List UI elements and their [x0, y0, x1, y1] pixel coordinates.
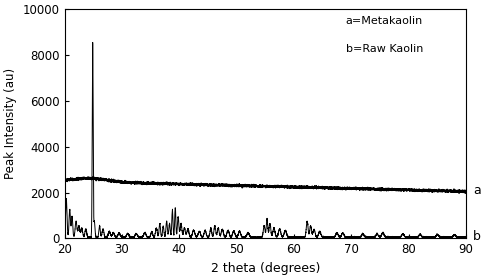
Y-axis label: Peak Intensity (au): Peak Intensity (au)	[4, 68, 17, 179]
Text: a: a	[473, 184, 480, 197]
Text: b=Raw Kaolin: b=Raw Kaolin	[346, 44, 423, 54]
X-axis label: 2 theta (degrees): 2 theta (degrees)	[210, 262, 320, 275]
Text: b: b	[473, 230, 481, 244]
Text: a=Metakaolin: a=Metakaolin	[346, 16, 423, 26]
